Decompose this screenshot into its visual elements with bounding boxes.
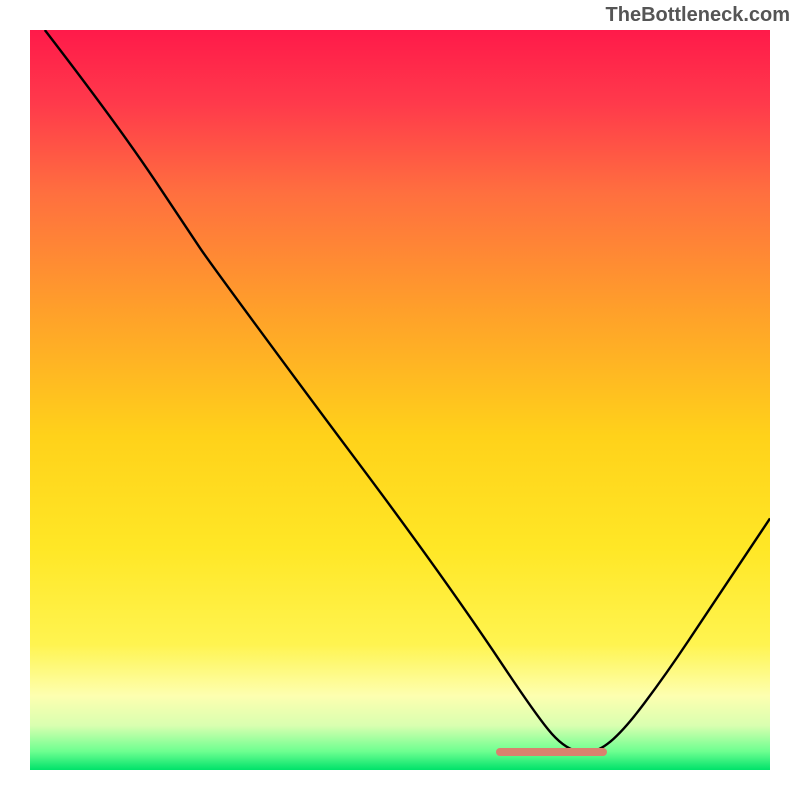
chart-svg [30,30,770,770]
bottleneck-chart [30,30,770,770]
optimal-range-marker [496,748,607,756]
chart-background [30,30,770,770]
watermark-text: TheBottleneck.com [606,4,790,27]
